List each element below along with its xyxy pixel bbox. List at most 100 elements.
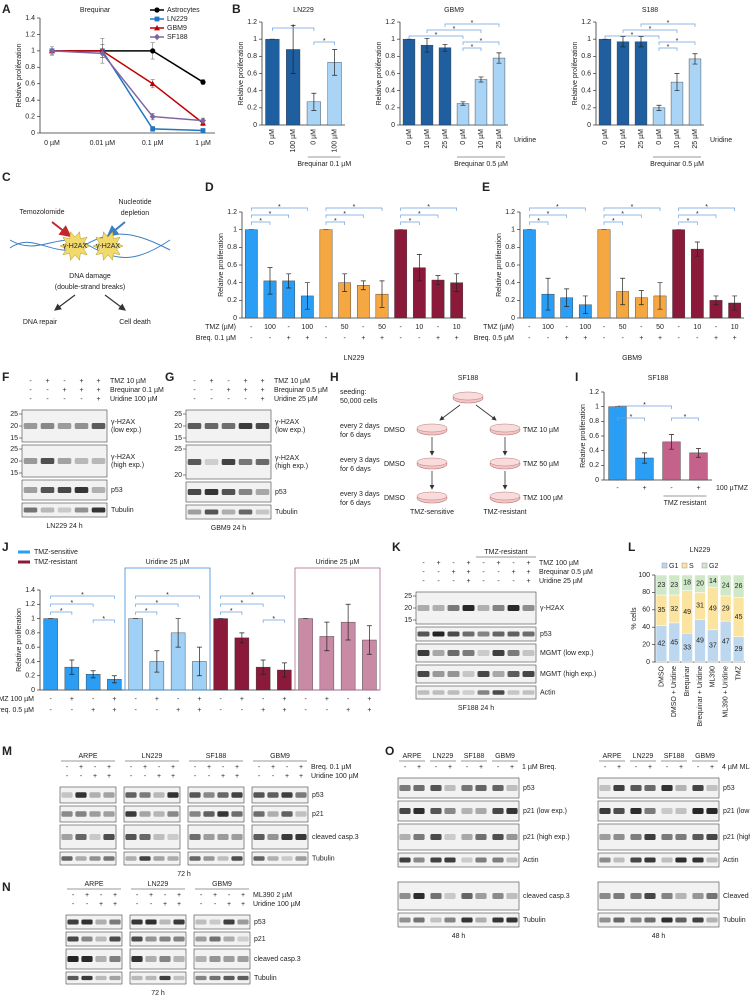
error-bar: [379, 280, 385, 308]
significance-bracket: [250, 221, 271, 225]
blot-band: [661, 917, 673, 923]
x-tick-label: 1 µM: [195, 140, 211, 147]
significance-star: *: [259, 218, 262, 225]
blot-band: [195, 919, 207, 925]
row-label: p53: [723, 785, 735, 792]
blot-band: [253, 856, 265, 861]
series-line: [51, 50, 204, 122]
condition-sign: +: [227, 901, 231, 908]
condition-sign: 10: [415, 324, 423, 331]
x-tick-label: 25 µM: [638, 129, 645, 149]
condition-sign: -: [422, 569, 425, 576]
condition-sign: +: [112, 696, 116, 703]
data-point: [200, 79, 206, 85]
error-bar: [454, 273, 460, 292]
condition-sign: +: [45, 378, 49, 385]
error-bar: [311, 92, 317, 111]
y-tick-label: 1.2: [247, 19, 257, 26]
blot-band: [209, 975, 221, 981]
blot-band: [444, 785, 456, 791]
significance-bracket: [400, 207, 458, 211]
blot-band: [613, 808, 625, 814]
value-label: 14: [709, 578, 717, 585]
blot-band: [187, 459, 202, 465]
blot-band: [40, 487, 55, 493]
condition-sign: -: [219, 707, 222, 714]
blot-band: [209, 956, 221, 962]
condition-label: Uridine 100 µM: [253, 901, 301, 908]
blot-band: [255, 489, 270, 495]
error-bar: [69, 659, 75, 675]
blot-band: [492, 893, 504, 899]
blot-frame: [597, 777, 720, 799]
legend-label: TMZ-sensitive: [34, 549, 78, 556]
row-label: γ-H2AX: [111, 454, 135, 461]
condition-box: [124, 567, 211, 691]
y-tick-label: 0.6: [25, 644, 35, 651]
condition-sign: -: [72, 892, 75, 899]
blot-frame: [123, 805, 181, 823]
blot-band: [61, 834, 73, 840]
panel-letter: J: [2, 540, 9, 554]
legend-label: G1: [669, 563, 678, 570]
condition-sign: +: [526, 569, 530, 576]
value-label: 49: [696, 638, 704, 645]
blot-band: [692, 917, 704, 923]
panel-letter: L: [628, 540, 635, 554]
y-tick-label: 0.4: [25, 97, 35, 104]
condition-sign: +: [526, 560, 530, 567]
blot-band: [477, 650, 490, 656]
blot-band: [492, 917, 504, 923]
condition-sign: -: [193, 387, 196, 394]
row-label: γ-H2AX: [275, 419, 299, 426]
condition-sign: -: [437, 324, 440, 331]
y-axis-title: Relative proliferation: [238, 41, 245, 105]
error-bar: [111, 675, 117, 684]
condition-sign: -: [677, 324, 680, 331]
blot-band: [462, 631, 475, 637]
blot-band: [692, 808, 704, 814]
condition-sign: -: [404, 764, 407, 771]
bar-segment: [707, 574, 719, 588]
blot-band: [89, 811, 101, 817]
dish: [416, 423, 448, 433]
condition-sign: -: [497, 578, 500, 585]
diagram-text: every 3 days: [340, 491, 380, 498]
error-bar: [342, 273, 348, 292]
blot-band: [40, 507, 55, 513]
group-label: ARPE: [84, 881, 103, 888]
blot-band: [267, 792, 279, 798]
error-bar: [642, 452, 647, 464]
data-point: [149, 80, 156, 87]
blot-band: [91, 458, 106, 464]
condition-sign: +: [177, 892, 181, 899]
condition-label: TMZ 10 µM: [110, 378, 146, 385]
blot-band: [447, 671, 460, 677]
condition-sign: +: [79, 378, 83, 385]
significance-bracket: [325, 207, 383, 211]
blot-frame: [129, 948, 187, 970]
legend-label: TMZ-resistant: [34, 559, 77, 566]
arrow: [475, 404, 497, 421]
box-label: Uridine 25 µM: [316, 559, 360, 566]
bar-segment: [681, 574, 693, 591]
significance-bracket: [50, 595, 115, 599]
dish: [452, 391, 484, 401]
blot-band: [57, 423, 72, 429]
value-label: 31: [696, 603, 704, 610]
y-axis-title: Relative proliferation: [16, 608, 23, 672]
blot-frame: [187, 851, 245, 866]
condition-sign: +: [367, 707, 371, 714]
y-tick-label: 40: [642, 624, 650, 631]
y-axis-title: Relative proliferation: [376, 41, 383, 105]
blot-frame: [597, 912, 720, 928]
row-label: Tubulin: [312, 855, 335, 862]
x-tick-label: Brequinar: [684, 665, 691, 696]
row-label: cleaved casp.3: [254, 956, 301, 963]
panel-letter: C: [2, 170, 11, 184]
significance-bracket: [603, 207, 661, 211]
blot-band: [167, 811, 179, 817]
y-tick-label: 1.2: [25, 31, 35, 38]
significance-star: *: [353, 204, 356, 211]
blot-band: [281, 811, 293, 817]
